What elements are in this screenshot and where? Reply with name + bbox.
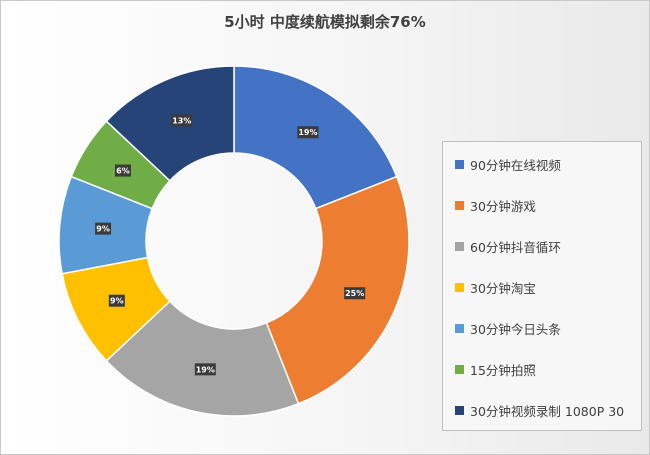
legend-label: 30分钟淘宝 xyxy=(470,280,536,296)
legend-item-1: 90分钟在线视频 xyxy=(455,154,561,174)
slice-data-label-1: 19% xyxy=(297,126,319,139)
slice-label-box xyxy=(114,164,131,177)
slice-data-label-4: 9% xyxy=(108,294,125,307)
slice-label-box xyxy=(95,222,112,235)
legend-label: 30分钟今日头条 xyxy=(470,321,561,337)
slice-data-label-2: 25% xyxy=(344,287,366,300)
legend-item-5: 30分钟今日头条 xyxy=(455,318,561,338)
slice-label-box xyxy=(108,294,125,307)
slice-label-text: 19% xyxy=(298,128,317,137)
slice-data-label-5: 9% xyxy=(95,222,112,235)
slice-data-label-6: 6% xyxy=(114,164,131,177)
slice-data-label-7: 13% xyxy=(171,114,193,127)
chart-title: 5小时 中度续航模拟剩余76% xyxy=(224,13,426,31)
legend-label: 30分钟游戏 xyxy=(470,198,536,214)
legend-item-6: 15分钟拍照 xyxy=(455,359,536,379)
slice-label-box xyxy=(297,126,319,139)
legend-swatch xyxy=(455,200,464,210)
slice-label-text: 25% xyxy=(345,289,364,298)
legend-swatch xyxy=(455,241,464,251)
legend-swatch xyxy=(455,159,464,169)
slice-label-text: 9% xyxy=(96,225,110,234)
legend-swatch xyxy=(455,282,464,292)
donut-slice-7 xyxy=(105,65,235,182)
chart-legend: 90分钟在线视频 30分钟游戏 60分钟抖音循环 30分钟淘宝 30分钟今日头条 15分钟… xyxy=(442,141,642,431)
slice-label-text: 19% xyxy=(196,365,215,374)
slice-label-box xyxy=(171,114,193,127)
legend-label: 60分钟抖音循环 xyxy=(470,239,561,255)
slice-label-text: 13% xyxy=(172,116,191,125)
slice-label-box xyxy=(344,287,366,300)
legend-item-7: 30分钟视频录制 1080P 30 xyxy=(455,400,624,420)
legend-swatch xyxy=(455,323,464,333)
slice-label-text: 6% xyxy=(116,167,130,176)
slice-label-text: 9% xyxy=(110,297,124,306)
legend-label: 30分钟视频录制 1080P 30 xyxy=(470,403,625,419)
donut-slice-3 xyxy=(105,300,300,417)
legend-item-4: 30分钟淘宝 xyxy=(455,277,536,297)
legend-item-2: 30分钟游戏 xyxy=(455,195,536,215)
slice-label-box xyxy=(194,363,216,376)
slice-data-label-3: 19% xyxy=(194,363,216,376)
legend-swatch xyxy=(455,405,464,415)
legend-swatch xyxy=(455,364,464,374)
donut-slice-2 xyxy=(265,175,410,405)
legend-label: 90分钟在线视频 xyxy=(470,157,561,173)
legend-item-3: 60分钟抖音循环 xyxy=(455,236,561,256)
legend-label: 15分钟拍照 xyxy=(470,362,536,378)
